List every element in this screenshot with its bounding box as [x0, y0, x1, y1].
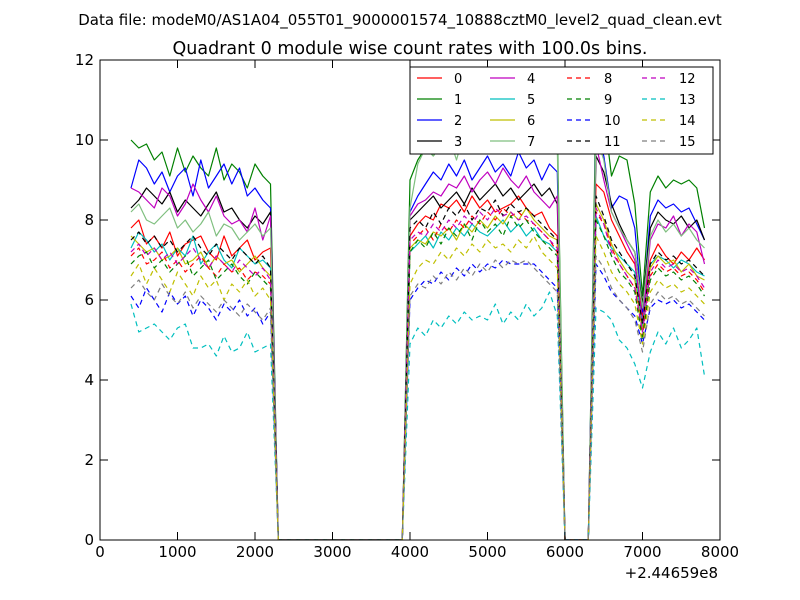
y-tick-label: 12: [75, 51, 94, 69]
legend-label-10: 10: [604, 114, 621, 129]
legend-label-15: 15: [679, 135, 696, 150]
x-tick-label: 3000: [313, 543, 351, 561]
series-line-15: [130, 255, 705, 540]
axes-frame: [99, 59, 721, 541]
legend-label-11: 11: [604, 135, 621, 150]
x-tick-label: 4000: [391, 543, 429, 561]
legend-label-1: 1: [454, 93, 462, 108]
y-tick-label: 4: [84, 371, 94, 389]
y-tick-label: 0: [84, 531, 94, 549]
series-line-12: [130, 207, 706, 540]
axis-ticks: 0 1000 2000 3000 4000 5000 6000 7000 80000246810…: [75, 51, 739, 561]
legend-label-4: 4: [527, 72, 535, 87]
x-tick-label: 7000: [623, 543, 661, 561]
x-tick-label: 6000: [546, 543, 584, 561]
x-tick-label: 1000: [158, 543, 196, 561]
legend-label-7: 7: [527, 135, 535, 150]
y-tick-label: 10: [75, 131, 94, 149]
x-tick-label: 5000: [468, 543, 506, 561]
series-line-9: [130, 215, 706, 540]
legend-label-13: 13: [679, 93, 696, 108]
series-line-11: [130, 195, 705, 540]
legend-label-8: 8: [604, 72, 612, 87]
series-line-14: [130, 235, 705, 540]
series-layer: [130, 99, 706, 540]
y-tick-label: 2: [84, 451, 94, 469]
x-tick-label: 8000: [701, 543, 739, 561]
series-line-4: [130, 143, 706, 540]
x-tick-label: 0: [95, 543, 105, 561]
legend-label-0: 0: [454, 72, 462, 87]
legend-label-9: 9: [604, 93, 612, 108]
chart-title: Quadrant 0 module wise count rates with …: [173, 39, 648, 59]
legend-label-3: 3: [454, 135, 462, 150]
legend-box: [409, 66, 714, 155]
x-tick-label: 2000: [236, 543, 274, 561]
figure-suptitle: Data file: modeM0/AS1A04_055T01_90000015…: [78, 11, 722, 30]
legend-label-6: 6: [527, 114, 535, 129]
series-line-10: [130, 259, 705, 540]
x-offset-label: +2.44659e8: [625, 564, 718, 582]
series-line-7: [130, 103, 705, 540]
legend-label-5: 5: [527, 93, 535, 108]
y-tick-label: 6: [84, 291, 94, 309]
series-line-1: [130, 99, 706, 540]
legend-label-2: 2: [454, 114, 462, 129]
series-line-0: [130, 183, 706, 540]
y-tick-label: 8: [84, 211, 94, 229]
series-line-13: [130, 291, 706, 540]
legend-label-12: 12: [679, 72, 696, 87]
legend-label-14: 14: [679, 114, 696, 129]
